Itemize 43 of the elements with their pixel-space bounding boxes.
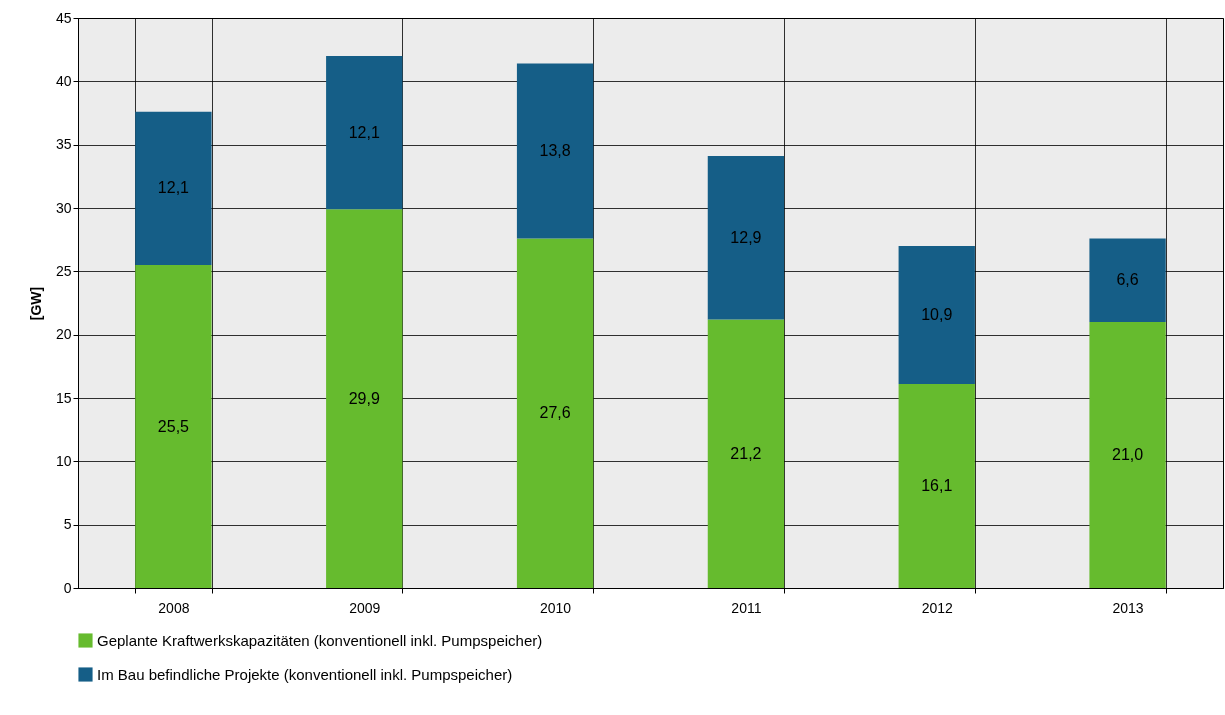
data-label: 25,5 — [157, 417, 190, 435]
x-tick-label: 2010 — [540, 599, 572, 616]
data-label: 6,6 — [1116, 271, 1139, 289]
bar — [707, 156, 785, 320]
bar — [1089, 322, 1166, 588]
y-tick-label: 5 — [63, 516, 72, 533]
data-label: 21,0 — [1112, 446, 1144, 463]
data-label: 27,6 — [539, 404, 571, 422]
y-tick-label: 45 — [55, 9, 72, 26]
data-label: 10,9 — [921, 306, 953, 324]
y-tick-label: 25 — [55, 262, 72, 279]
y-tick-label: 40 — [55, 72, 72, 89]
y-tick-label: 20 — [55, 326, 72, 343]
y-tick-label: 30 — [55, 199, 72, 216]
bar — [326, 56, 403, 210]
data-label: 21,2 — [730, 444, 762, 462]
y-tick-label: 10 — [55, 452, 72, 469]
x-tick-label: 2011 — [731, 599, 762, 616]
y-tick-label: 0 — [63, 579, 72, 596]
data-label: 16,1 — [921, 477, 953, 495]
x-tick-label: 2012 — [921, 599, 954, 616]
x-tick-label: 2009 — [349, 599, 381, 616]
bar — [135, 265, 212, 588]
bar — [898, 384, 975, 588]
data-label: 12,9 — [730, 228, 762, 246]
x-tick-label: 2013 — [1112, 599, 1144, 616]
bar — [135, 111, 212, 265]
legend-label: Im Bau befindliche Projekte (konventionell inkl. Pumpspeicher) — [97, 665, 513, 683]
legend-label: Geplante Kraftwerkskapazitäten (konventionell inkl. Pumpspeicher) — [97, 631, 543, 649]
bar — [898, 246, 975, 385]
data-label: 12,1 — [157, 179, 190, 197]
bar — [516, 238, 594, 588]
bar — [1089, 238, 1166, 322]
bar — [707, 319, 785, 588]
x-tick-label: 2008 — [158, 599, 190, 616]
y-tick-label: 35 — [55, 136, 72, 153]
y-tick-label: 15 — [55, 389, 72, 406]
data-label: 13,8 — [539, 142, 571, 159]
data-label: 29,9 — [348, 389, 380, 407]
bar — [326, 209, 403, 588]
data-label: 12,1 — [348, 123, 380, 141]
y-axis-title: [GW] — [27, 286, 44, 321]
bar — [516, 63, 594, 239]
